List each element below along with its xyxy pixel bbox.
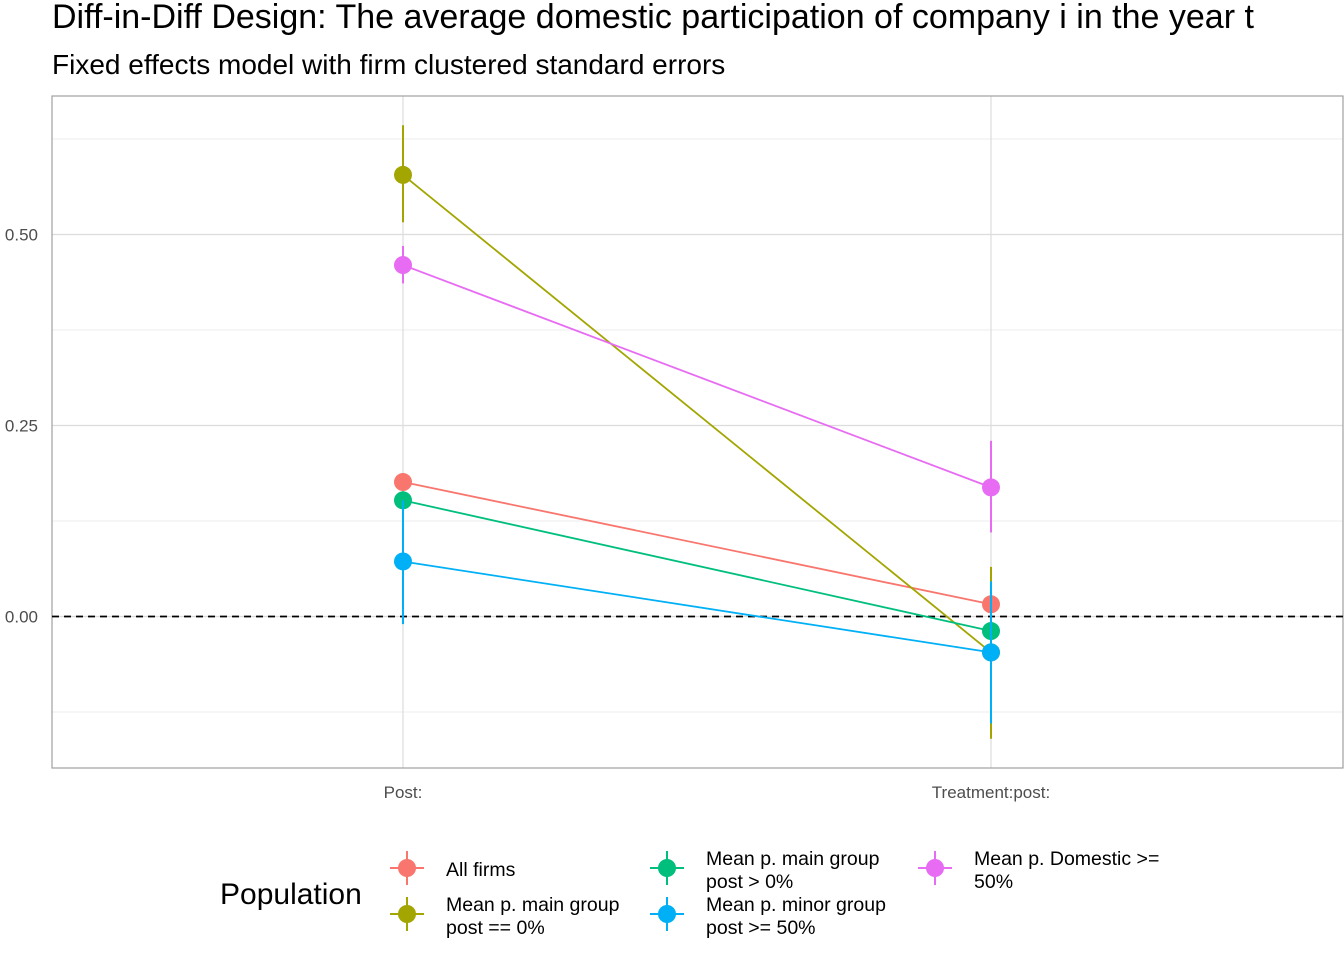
data-point [982,478,1000,497]
legend-label: Mean p. main group [706,848,880,870]
legend-item: All firms [390,851,516,885]
legend-label: post >= 50% [706,917,816,939]
legend-label: Mean p. main group [446,894,620,916]
legend-label: post == 0% [446,917,545,939]
legend-item: Mean p. Domestic >=50% [918,848,1159,893]
y-tick-label: 0.25 [5,417,38,436]
series-line [402,264,992,489]
x-tick-label: Post: [384,783,423,802]
legend-label: 50% [974,871,1013,893]
legend-key-point [398,859,416,877]
chart-subtitle: Fixed effects model with firm clustered … [52,49,725,80]
legend-title: Population [220,878,362,911]
series-group [394,245,1000,533]
chart-title: Diff-in-Diff Design: The average domesti… [52,0,1254,36]
series-group [394,491,1000,641]
plot-area: 0.00 0.25 0.50 Post: Treatment:post: [5,95,1344,802]
data-point [394,256,412,275]
series-group [394,125,1000,739]
y-tick-label: 0.00 [5,608,38,627]
data-point [394,473,412,492]
series-line [402,174,992,654]
data-point [394,165,412,184]
legend-label: All firms [446,859,516,881]
panel-border [51,95,1344,769]
data-point [982,643,1000,662]
legend-key-point [398,905,416,923]
legend-label: post > 0% [706,871,793,893]
legend-label: Mean p. minor group [706,894,886,916]
legend-key-point [926,859,944,877]
x-tick-label: Treatment:post: [932,783,1050,802]
data-point [394,552,412,571]
legend-key-point [658,905,676,923]
series-group [394,500,1000,724]
series-group [394,473,1000,614]
series-line [402,499,992,632]
legend-key-point [658,859,676,877]
series-line [402,481,992,606]
legend-label: Mean p. Domestic >= [974,848,1159,870]
series-line [402,560,992,654]
y-tick-label: 0.50 [5,226,38,245]
